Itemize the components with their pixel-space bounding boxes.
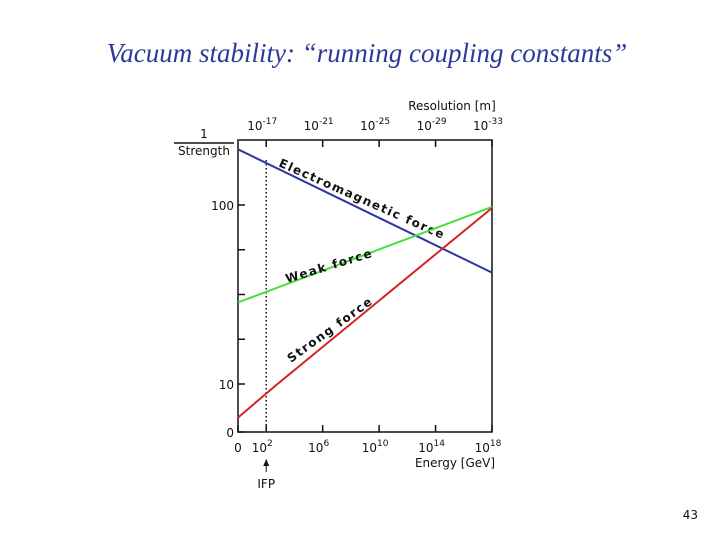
marker-label: IFP (257, 477, 275, 491)
y-tick-label: 100 (211, 199, 234, 213)
plot-frame (237, 139, 493, 433)
x-tick-label-power: 6 (323, 439, 329, 449)
x-tick-label-base: 10 (475, 441, 490, 455)
x-tick-label: 1014 (418, 439, 445, 455)
x2-tick-label: 10-21 (304, 117, 334, 133)
x2-tick-label-base: 10 (247, 119, 262, 133)
x2-axis-label: Resolution [m] (408, 99, 496, 113)
x2-tick-label-base: 10 (473, 119, 488, 133)
x-tick-label-power: 18 (490, 439, 502, 449)
x2-tick-label-power: -25 (375, 117, 390, 127)
y-tick-label: 0 (226, 426, 234, 440)
x-tick-label: 0 (234, 441, 242, 455)
x-tick-label-base: 10 (418, 441, 433, 455)
series-label: Weak force (284, 246, 375, 286)
x-axis-label: Energy [GeV] (415, 456, 495, 470)
y-label-denominator: Strength (178, 144, 230, 158)
y-label-numerator: 1 (200, 127, 208, 141)
x-tick-label-base: 10 (252, 441, 267, 455)
x2-tick-label-base: 10 (360, 119, 375, 133)
x-tick-label-power: 10 (377, 439, 389, 449)
series-line (237, 148, 493, 274)
y-tick-label: 10 (219, 378, 234, 392)
x2-tick-label-power: -17 (263, 117, 278, 127)
slide-title: Vacuum stability: “running coupling cons… (107, 38, 628, 68)
x2-tick-label: 10-33 (473, 117, 503, 133)
x-tick-label-power: 2 (267, 439, 273, 449)
page-number: 43 (683, 508, 698, 522)
x-tick-label-power: 14 (433, 439, 445, 449)
x-tick-label: 102 (252, 439, 273, 455)
x2-tick-label-power: -29 (432, 117, 447, 127)
x-tick-label-base: 10 (362, 441, 377, 455)
marker-arrowhead (263, 459, 270, 466)
series-label: Electromagnetic force (277, 156, 448, 242)
series-line (237, 207, 493, 419)
series-line (237, 206, 493, 304)
x-tick-label: 106 (308, 439, 329, 455)
x2-tick-label-base: 10 (304, 119, 319, 133)
x2-tick-label-power: -21 (319, 117, 334, 127)
series-label: Strong force (285, 294, 376, 366)
x2-tick-label: 10-17 (247, 117, 277, 133)
x-tick-label: 1010 (362, 439, 389, 455)
x2-tick-label-power: -33 (488, 117, 503, 127)
x2-tick-label: 10-25 (360, 117, 390, 133)
x-tick-label: 1018 (475, 439, 502, 455)
x2-tick-label-base: 10 (417, 119, 432, 133)
x-tick-label-base: 10 (308, 441, 323, 455)
x2-tick-label: 10-29 (417, 117, 447, 133)
